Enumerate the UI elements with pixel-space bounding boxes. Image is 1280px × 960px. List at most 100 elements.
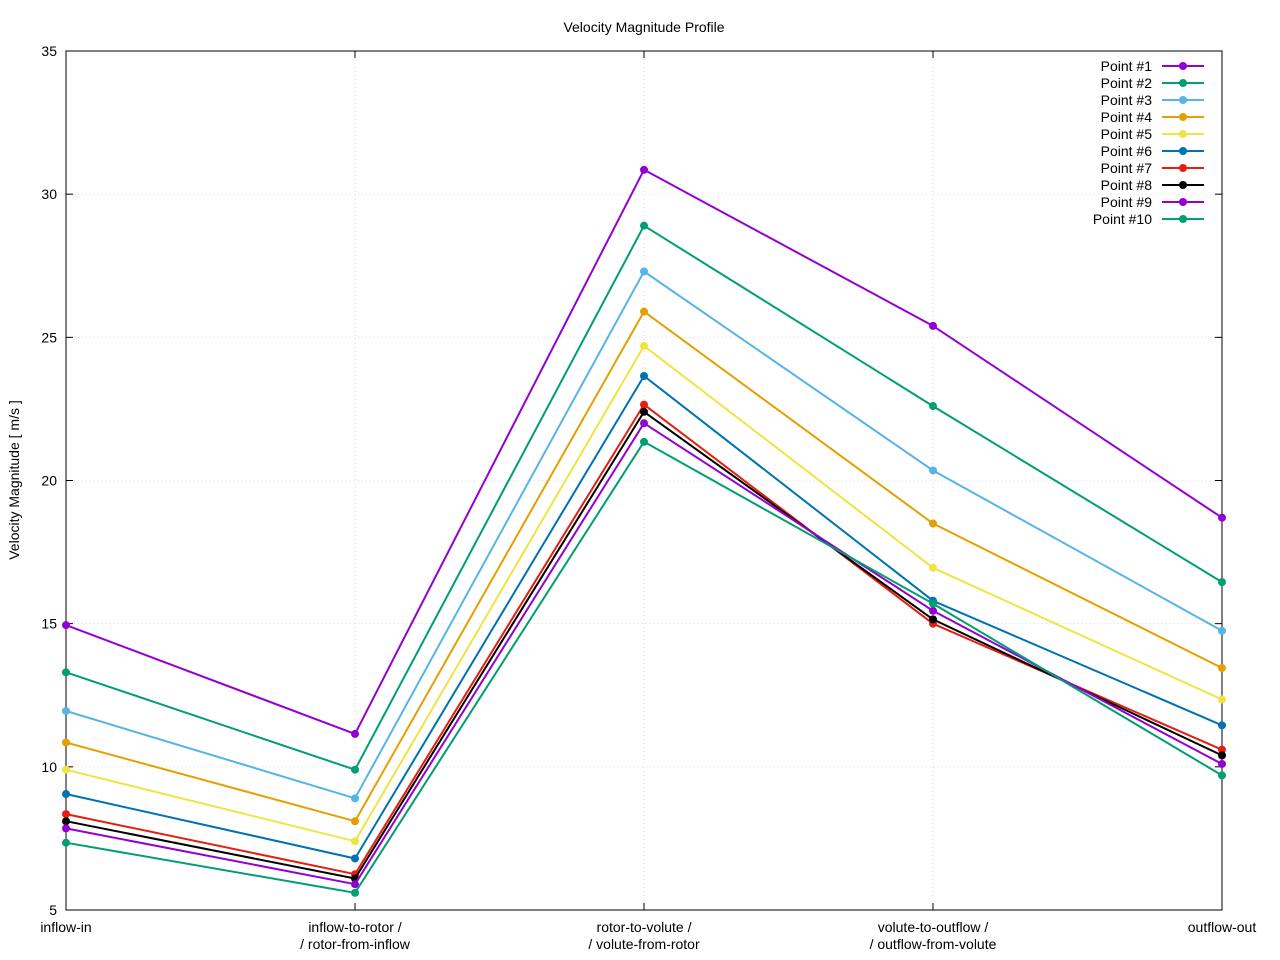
- data-point: [1218, 771, 1226, 780]
- data-point: [62, 738, 70, 747]
- legend-marker: [1179, 181, 1187, 189]
- legend-label: Point #3: [1101, 92, 1153, 108]
- data-point: [1218, 664, 1226, 673]
- data-point: [929, 466, 937, 475]
- x-tick-label: / outflow-from-volute: [870, 936, 997, 952]
- series-1: [62, 165, 1226, 738]
- legend-marker: [1179, 130, 1187, 138]
- data-point: [640, 221, 648, 230]
- x-tick-label: volute-to-outflow /: [878, 919, 989, 935]
- legend-marker: [1179, 198, 1187, 206]
- legend-marker: [1179, 79, 1187, 87]
- data-point: [62, 810, 70, 819]
- legend-label: Point #2: [1101, 75, 1153, 91]
- y-tick-label: 5: [49, 902, 57, 918]
- legend-label: Point #9: [1101, 194, 1153, 210]
- legend-entry: Point #2: [1101, 75, 1204, 91]
- data-point: [640, 267, 648, 276]
- data-point: [351, 765, 359, 774]
- series-8: [62, 407, 1226, 883]
- legend-entry: Point #6: [1101, 143, 1204, 159]
- legend-marker: [1179, 147, 1187, 155]
- data-point: [1218, 759, 1226, 768]
- legend-entry: Point #10: [1093, 211, 1204, 227]
- data-point: [640, 371, 648, 380]
- data-point: [1218, 721, 1226, 730]
- y-tick-label: 10: [41, 759, 57, 775]
- legend-marker: [1179, 215, 1187, 223]
- chart-title: Velocity Magnitude Profile: [563, 19, 724, 35]
- data-point: [62, 790, 70, 799]
- legend-entry: Point #1: [1101, 58, 1204, 74]
- data-point: [929, 599, 937, 608]
- data-point: [351, 880, 359, 889]
- data-point: [1218, 626, 1226, 635]
- data-point: [351, 729, 359, 738]
- series-3: [62, 267, 1226, 803]
- data-point: [640, 307, 648, 316]
- data-point: [1218, 745, 1226, 754]
- data-point: [62, 817, 70, 826]
- data-point: [1218, 695, 1226, 704]
- y-axis-label: Velocity Magnitude [ m/s ]: [6, 400, 22, 560]
- series-6: [62, 371, 1226, 863]
- data-point: [929, 321, 937, 330]
- legend-label: Point #4: [1101, 109, 1153, 125]
- legend-entry: Point #8: [1101, 177, 1204, 193]
- legend-label: Point #5: [1101, 126, 1153, 142]
- data-point: [62, 621, 70, 630]
- data-point: [62, 668, 70, 677]
- legend-entry: Point #9: [1101, 194, 1204, 210]
- x-tick-label: inflow-in: [40, 919, 91, 935]
- data-point: [351, 854, 359, 863]
- y-tick-label: 20: [41, 473, 57, 489]
- legend-marker: [1179, 113, 1187, 121]
- x-tick-label: rotor-to-volute /: [597, 919, 692, 935]
- legend-marker: [1179, 96, 1187, 104]
- legend-label: Point #8: [1101, 177, 1153, 193]
- x-tick-label: / volute-from-rotor: [588, 936, 700, 952]
- data-point: [929, 606, 937, 615]
- series-line: [65, 375, 1223, 860]
- data-point: [640, 165, 648, 174]
- data-point: [62, 824, 70, 833]
- data-point: [929, 402, 937, 411]
- data-point: [929, 519, 937, 528]
- data-point: [351, 817, 359, 826]
- data-point: [1218, 751, 1226, 760]
- data-point: [62, 765, 70, 774]
- y-tick-label: 25: [41, 329, 57, 345]
- data-point: [640, 419, 648, 428]
- legend-marker: [1179, 164, 1187, 172]
- series-2: [62, 221, 1226, 774]
- y-tick-label: 30: [41, 186, 57, 202]
- data-point: [351, 794, 359, 803]
- legend-label: Point #7: [1101, 160, 1153, 176]
- data-point: [640, 400, 648, 409]
- data-point: [1218, 578, 1226, 587]
- legend-marker: [1179, 62, 1187, 70]
- legend-label: Point #10: [1093, 211, 1152, 227]
- data-point: [640, 341, 648, 350]
- x-tick-label: / rotor-from-inflow: [300, 936, 411, 952]
- legend-entry: Point #4: [1101, 109, 1204, 125]
- data-point: [640, 437, 648, 446]
- data-point: [929, 563, 937, 572]
- series-line: [65, 410, 1223, 880]
- data-point: [640, 407, 648, 416]
- legend-entry: Point #3: [1101, 92, 1204, 108]
- y-tick-label: 35: [41, 43, 57, 59]
- series-line: [65, 310, 1223, 823]
- x-tick-label: inflow-to-rotor /: [308, 919, 401, 935]
- data-point: [1218, 513, 1226, 522]
- data-point: [929, 615, 937, 624]
- series-9: [62, 419, 1226, 889]
- grid-lines: [66, 51, 1222, 910]
- series-10: [62, 437, 1226, 897]
- data-point: [351, 837, 359, 846]
- y-tick-label: 15: [41, 616, 57, 632]
- x-tick-label: outflow-out: [1188, 919, 1257, 935]
